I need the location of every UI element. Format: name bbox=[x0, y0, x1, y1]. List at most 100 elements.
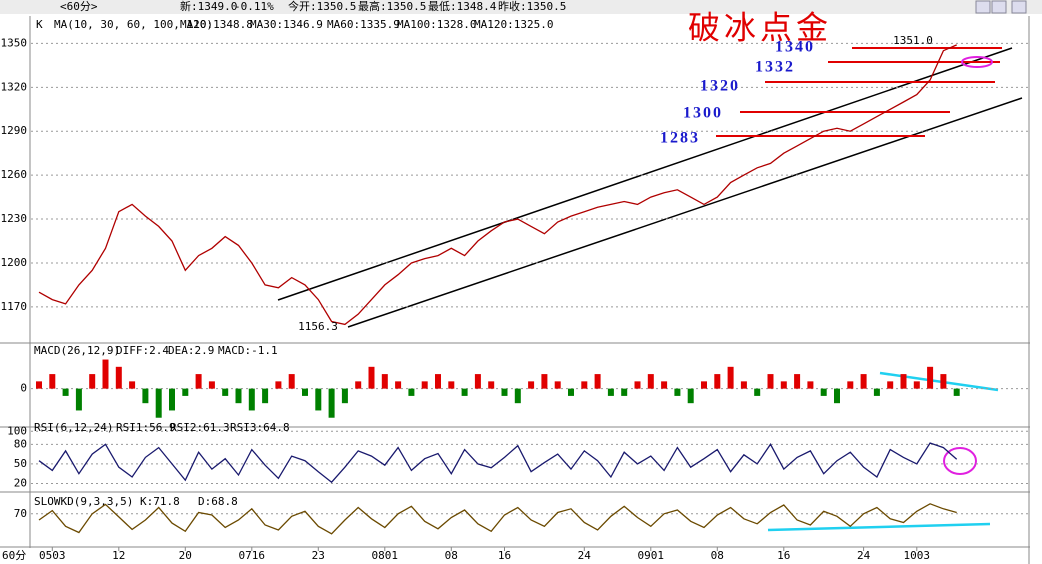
annotation-title: 破冰点金 bbox=[688, 9, 832, 47]
bar bbox=[953, 388, 960, 396]
bar bbox=[714, 374, 721, 389]
x-tick-label: 24 bbox=[578, 549, 592, 562]
legend-item: MA100:1328.0 bbox=[397, 18, 476, 31]
period: <60分> bbox=[60, 0, 98, 13]
period-corner: 60分 bbox=[2, 549, 26, 562]
bar bbox=[661, 381, 668, 389]
bar bbox=[248, 388, 255, 411]
bar bbox=[474, 374, 481, 389]
x-tick-label: 1003 bbox=[904, 549, 931, 562]
x-tick-label: 12 bbox=[112, 549, 125, 562]
annotation: 1340 bbox=[775, 39, 815, 56]
y-tick-label: 1320 bbox=[1, 80, 28, 93]
legend-item: RSI3:64.8 bbox=[230, 421, 290, 434]
y-tick-label: 80 bbox=[14, 437, 27, 450]
panel-title: RSI(6,12,24) bbox=[34, 421, 113, 434]
bar bbox=[421, 381, 428, 389]
bar bbox=[913, 381, 920, 389]
x-tick-label: 08 bbox=[711, 549, 724, 562]
bar bbox=[501, 388, 508, 396]
bar bbox=[195, 374, 202, 389]
panel-title: K bbox=[36, 18, 43, 31]
bar bbox=[554, 381, 561, 389]
bar bbox=[262, 388, 269, 404]
bar bbox=[701, 381, 707, 389]
bar bbox=[674, 388, 681, 396]
button[interactable] bbox=[975, 0, 991, 14]
panel-title: SLOWKD(9,3,3,5) bbox=[34, 495, 133, 508]
x-tick-label: 08 bbox=[445, 549, 458, 562]
annotation: 1332 bbox=[755, 59, 795, 76]
bar bbox=[381, 374, 388, 389]
y-tick-label: 1350 bbox=[1, 36, 28, 49]
legend-item: MACD:-1.1 bbox=[218, 344, 278, 357]
bar bbox=[873, 388, 880, 396]
bar bbox=[75, 388, 82, 411]
y-tick-label: 1230 bbox=[1, 212, 28, 225]
bar bbox=[807, 381, 814, 389]
x-tick-label: 23 bbox=[312, 549, 325, 562]
bar bbox=[169, 388, 175, 411]
legend-item: MA(10, 30, 60, 100, 120) bbox=[54, 18, 213, 31]
bar bbox=[780, 381, 787, 389]
button[interactable] bbox=[1011, 0, 1027, 14]
bar bbox=[541, 374, 548, 389]
bar bbox=[647, 374, 654, 389]
bar bbox=[142, 388, 149, 404]
legend-item: MA120:1325.0 bbox=[474, 18, 553, 31]
x-tick-label: 0801 bbox=[372, 549, 399, 562]
y-tick-label: 1260 bbox=[1, 168, 28, 181]
bar bbox=[208, 381, 215, 389]
bar bbox=[887, 381, 894, 389]
info-bar bbox=[0, 0, 1042, 14]
bar bbox=[435, 374, 441, 389]
x-tick-label: 20 bbox=[179, 549, 192, 562]
bar bbox=[36, 381, 42, 389]
y-tick-label: 1290 bbox=[1, 124, 28, 137]
bar bbox=[488, 381, 495, 389]
legend-item: RSI1:56.9 bbox=[116, 421, 176, 434]
y-tick-label: 0 bbox=[20, 382, 27, 395]
bar bbox=[102, 359, 109, 389]
bar bbox=[754, 388, 761, 396]
bar bbox=[328, 388, 335, 418]
frame bbox=[0, 16, 1030, 564]
legend-item: D:68.8 bbox=[198, 495, 238, 508]
bar bbox=[834, 388, 840, 404]
bar bbox=[341, 388, 348, 404]
bar bbox=[847, 381, 854, 389]
bar bbox=[288, 374, 295, 389]
bar bbox=[129, 381, 136, 389]
bar bbox=[794, 374, 801, 389]
bar bbox=[927, 366, 934, 389]
button[interactable] bbox=[991, 0, 1007, 14]
series-line bbox=[38, 503, 957, 535]
bar bbox=[302, 388, 308, 396]
bar bbox=[740, 381, 747, 389]
y-tick-label: 20 bbox=[14, 476, 27, 489]
bar bbox=[634, 381, 641, 389]
bar bbox=[461, 388, 468, 396]
x-tick-label: 24 bbox=[857, 549, 871, 562]
bar bbox=[222, 388, 229, 396]
bar bbox=[235, 388, 242, 404]
bar bbox=[940, 374, 947, 389]
y-tick-label: 70 bbox=[14, 507, 27, 520]
bar bbox=[528, 381, 535, 389]
annotation: 1351.0 bbox=[893, 34, 933, 47]
x-tick-label: 0716 bbox=[239, 549, 266, 562]
y-tick-label: 1200 bbox=[1, 256, 28, 269]
bar bbox=[89, 374, 96, 389]
legend-item: MA10:1348.8 bbox=[180, 18, 253, 31]
bar bbox=[727, 366, 734, 389]
info-item: 今开:1350.5 bbox=[288, 0, 356, 13]
bar bbox=[155, 388, 162, 418]
annotation: 1300 bbox=[683, 105, 723, 122]
bar bbox=[62, 388, 69, 396]
bar bbox=[900, 374, 907, 389]
overlay bbox=[277, 47, 1023, 532]
legend-item: DEA:2.9 bbox=[168, 344, 214, 357]
bar bbox=[408, 388, 415, 396]
x-tick-label: 0503 bbox=[39, 549, 66, 562]
x-tick-label: 16 bbox=[498, 549, 511, 562]
